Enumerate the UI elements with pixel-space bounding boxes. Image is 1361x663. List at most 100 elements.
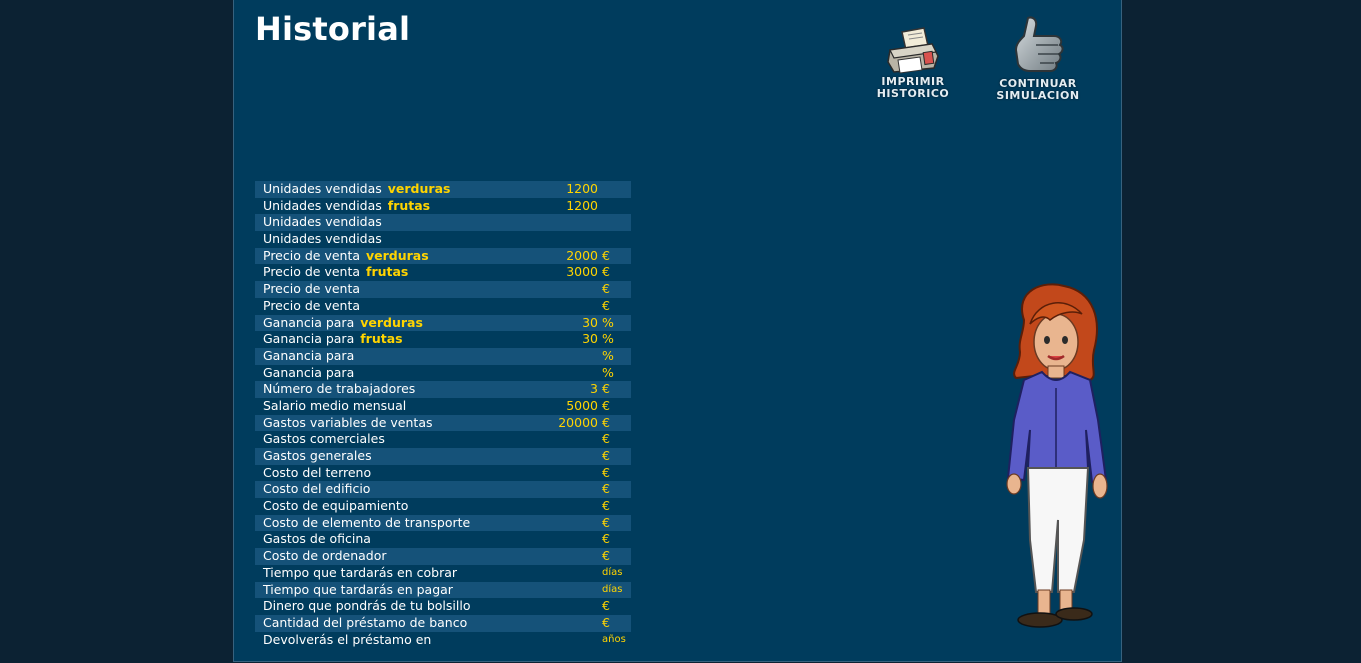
table-row: Ganancia para verduras 30% — [255, 314, 631, 332]
row-label: Cantidad del préstamo de banco — [263, 615, 467, 632]
row-unit: € — [602, 464, 610, 480]
row-unit: % — [602, 314, 614, 330]
row-label-text: Gastos generales — [263, 448, 372, 463]
row-unit: € — [602, 481, 610, 497]
row-label: Ganancia para frutas — [263, 331, 403, 348]
table-row: Tiempo que tardarás en cobrar días — [255, 565, 631, 582]
row-label: Devolverás el préstamo en — [263, 632, 431, 649]
row-label-text: Precio de venta — [263, 264, 361, 280]
row-unit: € — [602, 297, 610, 313]
row-unit: € — [602, 381, 610, 397]
table-row: Costo de ordenador € — [255, 548, 631, 565]
row-unit: € — [602, 281, 610, 297]
table-row: Precio de venta € — [255, 281, 631, 298]
row-label-text: Precio de venta — [263, 281, 361, 297]
table-row: Tiempo que tardarás en pagar días — [255, 581, 631, 599]
row-unit: años — [602, 633, 626, 645]
continue-label-line-1: CONTINUAR — [999, 77, 1077, 90]
print-history-button[interactable]: IMPRIMIR HISTORICO — [854, 26, 972, 136]
row-label-text: Costo de ordenador — [263, 548, 387, 564]
row-label: Salario medio mensual — [263, 398, 406, 415]
row-label-text: Cantidad del préstamo de banco — [263, 614, 468, 630]
row-label: Unidades vendidas verduras — [263, 181, 450, 198]
row-unit: € — [602, 548, 610, 564]
continue-label-line-2: SIMULACION — [996, 89, 1080, 102]
row-label-text: Costo del terreno — [263, 464, 372, 480]
table-row: Gastos variables de ventas 20000 € — [255, 414, 631, 432]
table-row: Costo del edificio € — [255, 481, 631, 499]
table-row: Gastos de oficina € — [255, 531, 631, 548]
row-label-text: Unidades vendidas — [263, 214, 382, 230]
continue-simulation-button[interactable]: CONTINUAR SIMULACION — [979, 14, 1097, 124]
row-label-text: Precio de venta — [263, 247, 361, 263]
main-panel: Historial IMPRIMIR HISTORICO — [233, 0, 1122, 662]
row-label: Costo de equipamiento — [263, 498, 408, 515]
row-label-text: Costo de elemento de transporte — [263, 514, 471, 530]
row-label: Precio de venta verduras — [263, 248, 429, 265]
row-unit: € — [602, 531, 610, 547]
row-label-text: Costo de equipamiento — [263, 498, 409, 514]
row-unit: € — [602, 264, 610, 280]
row-label: Precio de venta frutas — [263, 264, 408, 281]
table-row: Ganancia para% — [255, 365, 631, 382]
row-value: 1200 — [566, 197, 598, 213]
row-label-text: Tiempo que tardarás en pagar — [263, 581, 453, 597]
table-row: Número de trabajadores 3 € — [255, 381, 631, 398]
row-label: Tiempo que tardarás en pagar — [263, 582, 453, 599]
table-row: Dinero que pondrás de tu bolsillo € — [255, 598, 631, 615]
row-label: Costo de elemento de transporte — [263, 515, 470, 532]
table-row: Gastos generales € — [255, 448, 631, 465]
row-label-text: Unidades vendidas — [263, 197, 382, 213]
row-category: frutas — [366, 264, 409, 280]
row-label-text: Ganancia para — [263, 331, 355, 347]
row-label-text: Costo del edificio — [263, 481, 371, 497]
table-row: Ganancia para frutas 30% — [255, 331, 631, 348]
row-label-text: Salario medio mensual — [263, 397, 407, 413]
row-label: Tiempo que tardarás en cobrar — [263, 565, 457, 582]
page-title: Historial — [255, 10, 411, 48]
row-category: frutas — [387, 197, 431, 213]
table-row: Unidades vendidas verduras 1200 — [255, 181, 631, 198]
row-category: verduras — [387, 181, 451, 196]
table-row: Unidades vendidas frutas 1200 — [255, 198, 631, 215]
table-row: Costo del terreno € — [255, 465, 631, 482]
row-label-text: Gastos variables de ventas — [263, 414, 433, 430]
row-label: Unidades vendidas frutas — [263, 198, 430, 215]
row-unit: € — [602, 247, 610, 263]
row-label: Gastos de oficina — [263, 531, 371, 548]
row-unit: € — [602, 598, 610, 614]
row-unit: % — [602, 331, 614, 347]
row-category: frutas — [360, 331, 403, 347]
row-label: Ganancia para — [263, 365, 354, 382]
row-value: 30 — [582, 331, 598, 347]
row-label-text: Tiempo que tardarás en cobrar — [263, 564, 458, 580]
row-unit: € — [602, 614, 610, 630]
row-unit: € — [602, 414, 610, 430]
print-label-line-2: HISTORICO — [876, 87, 950, 100]
row-category: verduras — [360, 314, 423, 330]
row-label-text: Número de trabajadores — [263, 381, 416, 397]
table-row: Costo de equipamiento € — [255, 498, 631, 515]
row-label: Gastos generales — [263, 448, 372, 465]
table-row: Ganancia para% — [255, 347, 631, 365]
row-label-text: Precio de venta — [263, 297, 361, 313]
row-label: Ganancia para verduras — [263, 315, 423, 332]
table-row: Cantidad del préstamo de banco € — [255, 614, 631, 632]
table-row: Unidades vendidas — [255, 231, 631, 248]
row-label: Unidades vendidas — [263, 214, 382, 231]
print-label-line-1: IMPRIMIR — [881, 75, 945, 88]
row-label-text: Devolverás el préstamo en — [263, 631, 432, 647]
table-row: Precio de venta verduras 2000 € — [255, 247, 631, 265]
row-label: Costo del terreno — [263, 465, 371, 482]
row-label-text: Ganancia para — [263, 364, 355, 380]
table-row: Gastos comerciales € — [255, 431, 631, 448]
row-label: Gastos comerciales — [263, 431, 385, 448]
row-label-text: Dinero que pondrás de tu bolsillo — [263, 598, 471, 614]
row-label: Ganancia para — [263, 348, 354, 365]
table-row: Unidades vendidas — [255, 214, 631, 232]
row-label: Precio de venta — [263, 281, 360, 298]
row-unit: € — [602, 498, 610, 514]
row-unit: € — [602, 448, 610, 463]
thumbs-up-icon — [979, 14, 1097, 78]
row-label: Número de trabajadores — [263, 381, 415, 398]
